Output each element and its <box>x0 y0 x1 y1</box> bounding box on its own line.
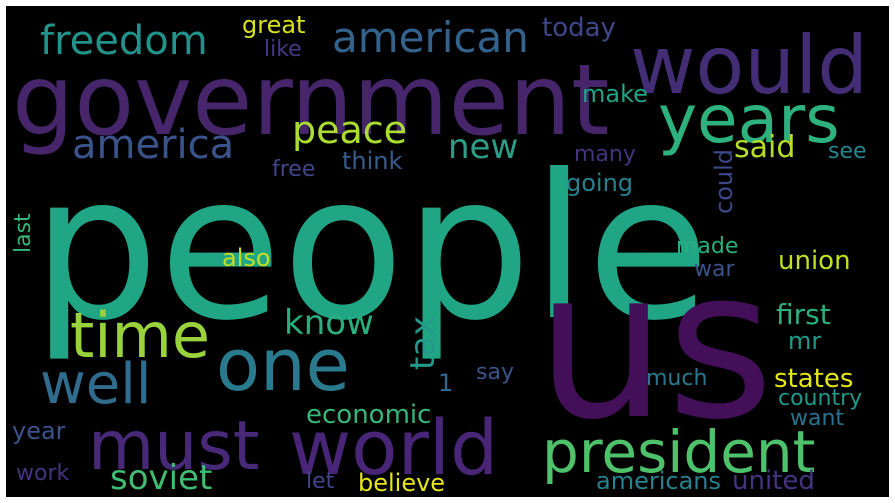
word-first: first <box>776 298 831 331</box>
word-well: well <box>40 352 151 417</box>
word-american: american <box>332 13 529 62</box>
word-year: year <box>12 417 66 445</box>
word-soviet: soviet <box>110 458 212 497</box>
word-world: world <box>289 403 498 492</box>
word-freedom: freedom <box>40 18 208 64</box>
word-going: going <box>566 169 633 197</box>
word-want: want <box>790 406 844 431</box>
word-said: said <box>734 130 795 165</box>
word-cloud: people us government would years president wor… <box>6 6 889 497</box>
word-one: one <box>216 323 350 407</box>
word-people: people <box>32 132 710 365</box>
word-mr: mr <box>788 327 821 355</box>
word-let: let <box>306 469 335 494</box>
word-think: think <box>342 147 403 175</box>
word-war: war <box>694 257 735 282</box>
word-today: today <box>542 13 616 43</box>
word-years: years <box>658 81 840 158</box>
word-must: must <box>88 407 259 486</box>
word-many: many <box>574 142 636 167</box>
word-say: say <box>476 360 514 385</box>
word-1: 1 <box>438 369 453 397</box>
word-country: country <box>778 386 862 411</box>
word-time: time <box>70 299 210 372</box>
word-united: united <box>732 466 815 496</box>
word-believe: believe <box>358 469 445 497</box>
word-union: union <box>778 246 851 276</box>
word-americans: americans <box>596 467 721 495</box>
word-also: also <box>222 244 271 272</box>
word-would: would <box>630 19 868 112</box>
word-peace: peace <box>292 108 407 152</box>
word-could: could <box>710 149 738 214</box>
word-know: know <box>284 303 374 343</box>
word-work: work <box>16 461 69 486</box>
word-see: see <box>828 139 867 164</box>
word-america: america <box>72 122 234 168</box>
word-president: president <box>542 418 815 486</box>
word-new: new <box>448 127 518 167</box>
word-states: states <box>774 364 853 394</box>
word-economic: economic <box>306 400 431 430</box>
word-made: made <box>676 234 738 259</box>
word-last: last <box>11 213 36 253</box>
word-free: free <box>272 157 315 182</box>
word-much: much <box>646 366 707 391</box>
word-tax: tax <box>403 316 443 370</box>
word-government: government <box>12 44 609 158</box>
word-us: us <box>536 225 774 465</box>
word-make: make <box>582 80 648 108</box>
word-like: like <box>264 37 302 62</box>
word-great: great <box>242 11 305 39</box>
